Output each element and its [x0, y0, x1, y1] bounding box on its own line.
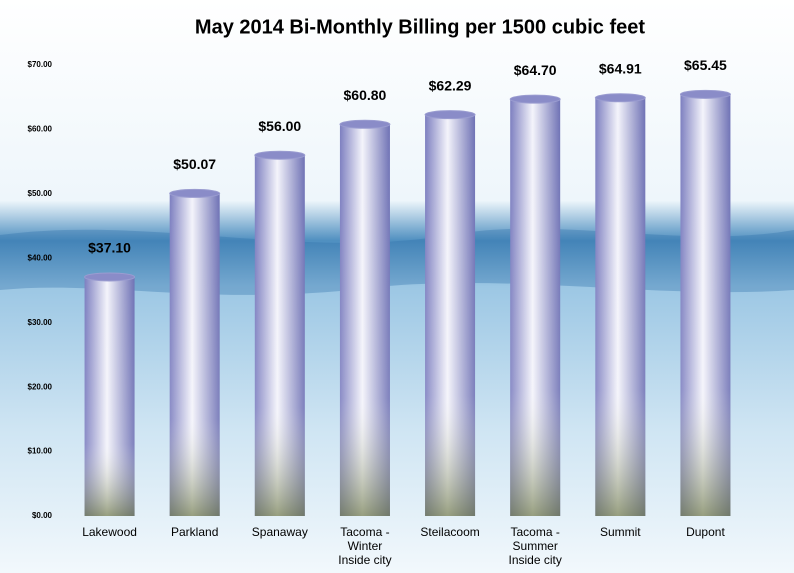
chart: May 2014 Bi-Monthly Billing per 1500 cub…	[0, 0, 794, 573]
value-label: $64.91	[599, 60, 642, 76]
value-label: $60.80	[344, 87, 387, 103]
bar-cap	[170, 189, 220, 197]
value-label: $62.29	[429, 77, 472, 93]
value-label: $65.45	[684, 57, 727, 73]
bar-cap	[680, 90, 730, 98]
y-tick-label: $40.00	[28, 253, 53, 262]
bar-shade	[340, 124, 390, 516]
value-label: $64.70	[514, 62, 557, 78]
x-tick-label: Parkland	[162, 525, 228, 539]
bar-shade	[255, 155, 305, 516]
bar-cap	[510, 95, 560, 103]
y-tick-label: $70.00	[28, 60, 53, 69]
y-tick-label: $10.00	[28, 447, 53, 456]
y-tick-label: $30.00	[28, 318, 53, 327]
y-tick-label: $60.00	[28, 125, 53, 134]
bar-cap	[255, 151, 305, 159]
bar-cap	[595, 94, 645, 102]
bar-cap	[340, 120, 390, 128]
y-tick-label: $50.00	[28, 189, 53, 198]
x-tick-label: Tacoma - Winter Inside city	[332, 525, 398, 567]
x-tick-label: Steilacoom	[417, 525, 483, 539]
chart-title: May 2014 Bi-Monthly Billing per 1500 cub…	[195, 16, 645, 38]
x-tick-label: Lakewood	[77, 525, 143, 539]
x-tick-label: Dupont	[672, 525, 738, 539]
chart-area: May 2014 Bi-Monthly Billing per 1500 cub…	[0, 0, 794, 573]
bar-cap	[85, 273, 135, 281]
x-tick-label: Summit	[587, 525, 653, 539]
x-tick-label: Tacoma - Summer Inside city	[502, 525, 568, 567]
bar-shade	[680, 94, 730, 516]
bar-shade	[425, 115, 475, 516]
bar-shade	[595, 98, 645, 516]
y-tick-label: $20.00	[28, 382, 53, 391]
value-label: $56.00	[258, 118, 301, 134]
bar-shade	[510, 99, 560, 516]
bar-shade	[170, 193, 220, 516]
value-label: $50.07	[173, 156, 216, 172]
x-tick-label: Spanaway	[247, 525, 313, 539]
value-label: $37.10	[88, 240, 131, 256]
y-tick-label: $0.00	[32, 511, 53, 520]
bar-cap	[425, 111, 475, 119]
bar-shade	[85, 277, 135, 516]
